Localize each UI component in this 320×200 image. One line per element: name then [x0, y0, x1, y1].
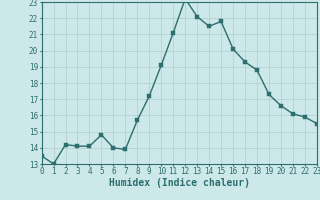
- X-axis label: Humidex (Indice chaleur): Humidex (Indice chaleur): [109, 178, 250, 188]
